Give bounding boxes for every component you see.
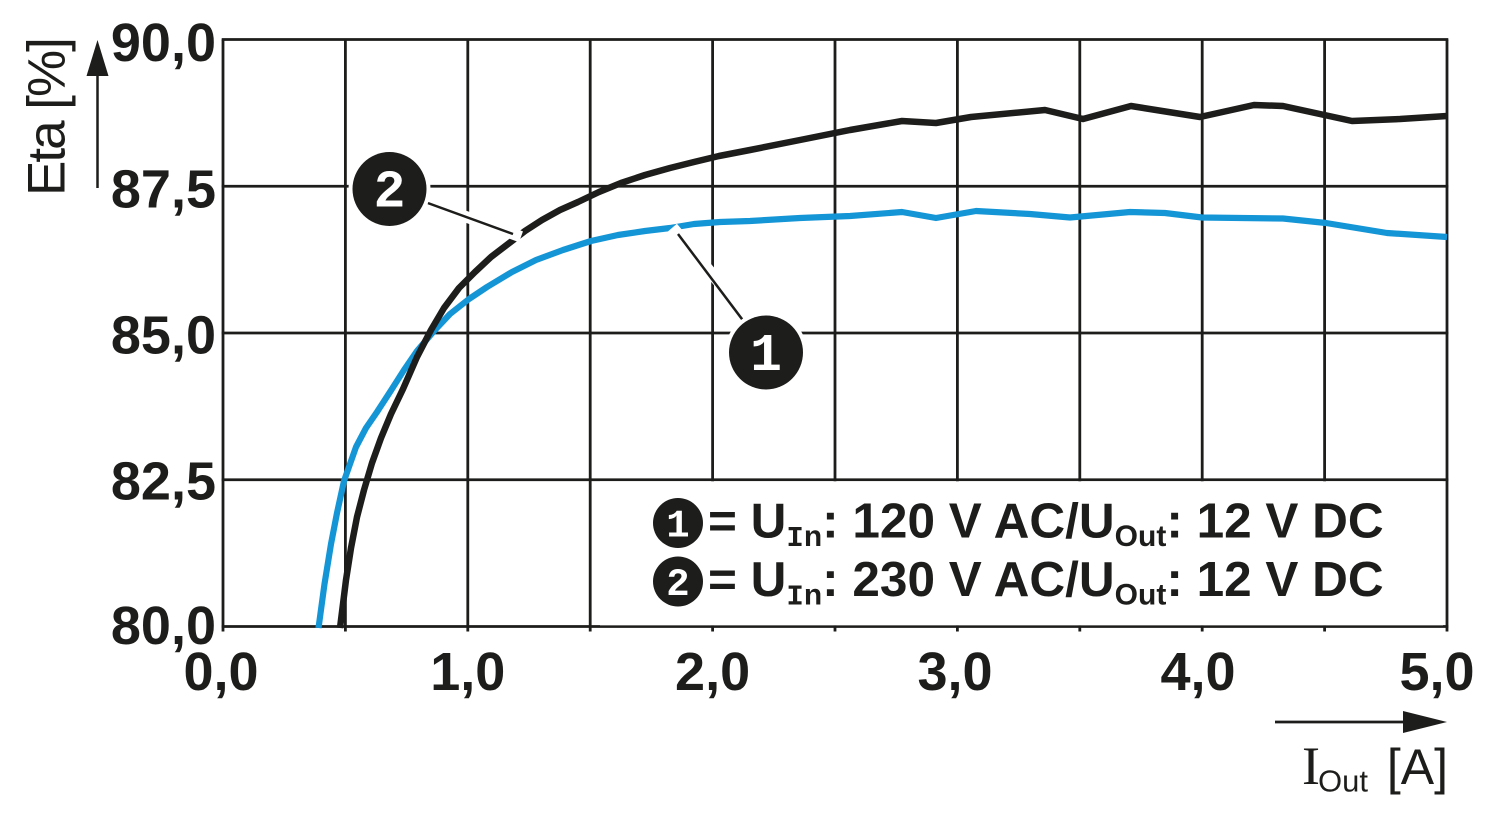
svg-text:2: 2 <box>666 563 689 607</box>
svg-text:3,0: 3,0 <box>917 642 992 702</box>
svg-text:1: 1 <box>750 326 782 386</box>
svg-text:5,0: 5,0 <box>1399 642 1474 702</box>
svg-text:4,0: 4,0 <box>1160 642 1235 702</box>
svg-text:80,0: 80,0 <box>111 596 216 656</box>
svg-text:1: 1 <box>666 505 689 549</box>
svg-text:85,0: 85,0 <box>111 306 216 366</box>
svg-text:2,0: 2,0 <box>675 642 750 702</box>
svg-text:2: 2 <box>374 163 406 223</box>
svg-text:82,5: 82,5 <box>111 452 216 512</box>
svg-text:90,0: 90,0 <box>111 13 216 73</box>
svg-text:Eta [%]: Eta [%] <box>18 39 77 196</box>
svg-text:0,0: 0,0 <box>183 642 258 702</box>
svg-text:87,5: 87,5 <box>111 160 216 220</box>
svg-text:= UIn: 230 V AC/UOut: 12 V DC: = UIn: 230 V AC/UOut: 12 V DC <box>708 552 1384 614</box>
svg-text:IOut [A]: IOut [A] <box>1302 736 1448 799</box>
svg-text:1,0: 1,0 <box>430 642 505 702</box>
